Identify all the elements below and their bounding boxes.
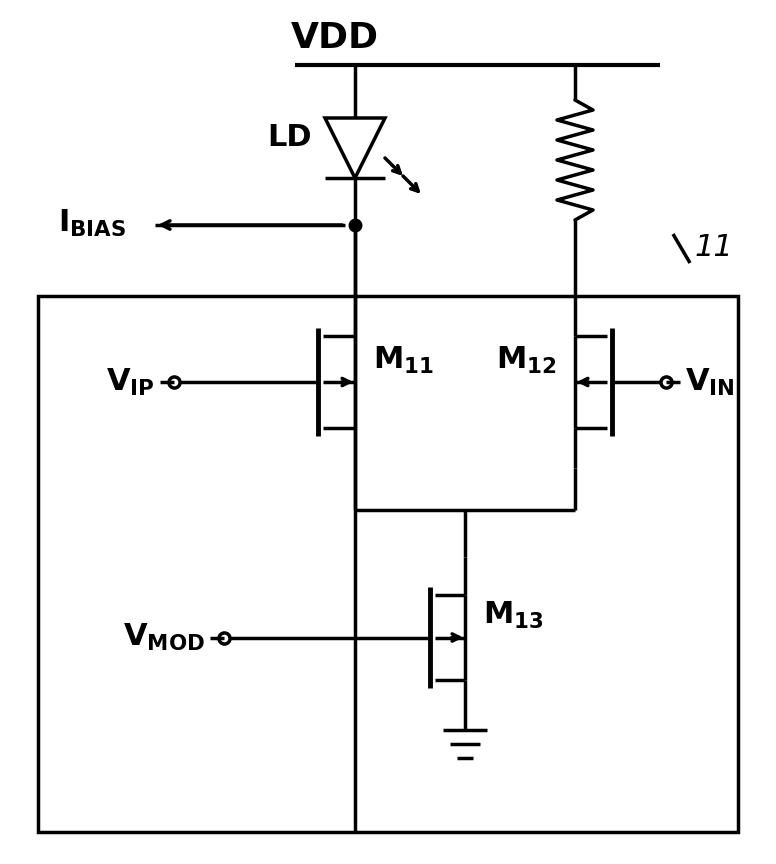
Text: $\mathbf{M}_{\mathbf{12}}$: $\mathbf{M}_{\mathbf{12}}$ (497, 345, 557, 376)
Text: $\mathbf{M}_{\mathbf{11}}$: $\mathbf{M}_{\mathbf{11}}$ (373, 345, 434, 376)
Text: $\mathbf{I}_{\mathbf{BIAS}}$: $\mathbf{I}_{\mathbf{BIAS}}$ (58, 207, 126, 238)
Text: LD: LD (268, 124, 312, 153)
Text: VDD: VDD (291, 21, 379, 55)
Text: $\mathbf{V}_{\mathbf{IN}}$: $\mathbf{V}_{\mathbf{IN}}$ (685, 366, 735, 397)
Bar (38, 296, 738, 832)
Text: $\mathbf{V}_{\mathbf{MOD}}$: $\mathbf{V}_{\mathbf{MOD}}$ (123, 622, 205, 653)
Text: $\mathbf{M}_{\mathbf{13}}$: $\mathbf{M}_{\mathbf{13}}$ (483, 600, 544, 631)
Text: 11: 11 (695, 233, 734, 263)
Text: $\mathbf{V}_{\mathbf{IP}}$: $\mathbf{V}_{\mathbf{IP}}$ (106, 366, 155, 397)
